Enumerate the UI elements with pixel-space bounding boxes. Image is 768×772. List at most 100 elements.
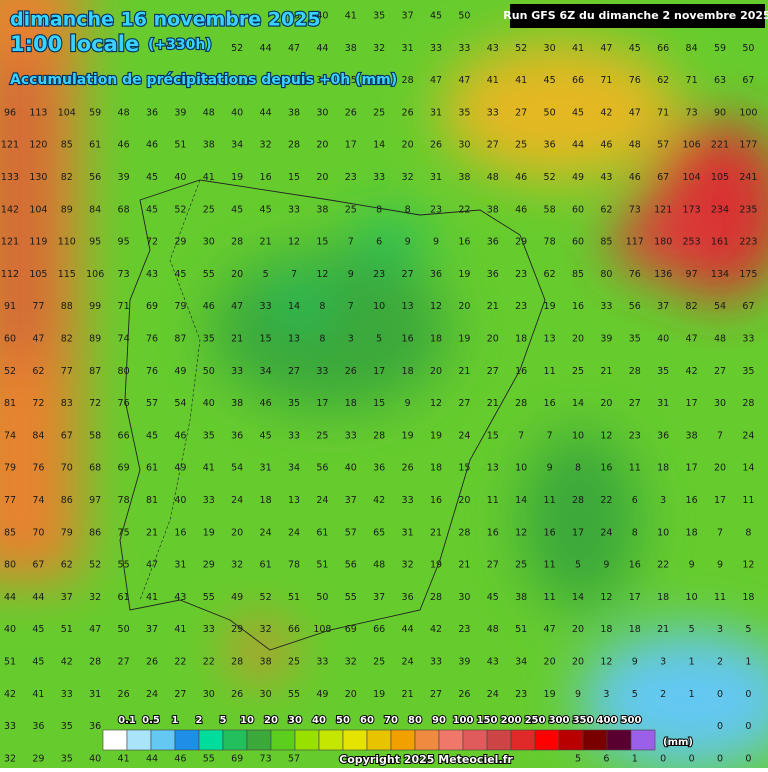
grid-value: 121 (654, 204, 672, 215)
grid-value: 27 (174, 689, 186, 700)
grid-value: 52 (231, 43, 243, 54)
legend-swatch (462, 729, 488, 751)
grid-value: 45 (260, 430, 272, 441)
grid-value: 67 (61, 430, 73, 441)
grid-value: 32 (89, 592, 101, 603)
grid-value: 235 (739, 204, 757, 215)
grid-value: 12 (316, 269, 328, 280)
border (139, 179, 201, 601)
grid-value: 46 (515, 204, 527, 215)
grid-value: 57 (657, 140, 669, 151)
grid-value: 46 (174, 430, 186, 441)
grid-value: 24 (402, 657, 414, 668)
grid-value: 11 (544, 366, 556, 377)
grid-value: 35 (316, 75, 328, 86)
grid-value: 67 (32, 560, 44, 571)
grid-value: 9 (632, 657, 638, 668)
grid-value: 20 (572, 624, 584, 635)
grid-value: 45 (174, 269, 186, 280)
grid-value: 18 (402, 366, 414, 377)
grid-value: 33 (316, 366, 328, 377)
grid-value: 18 (430, 334, 442, 345)
grid-value: 23 (515, 301, 527, 312)
grid-value: 69 (118, 463, 130, 474)
grid-value: 104 (683, 172, 701, 183)
grid-value: 23 (515, 269, 527, 280)
grid-value: 7 (348, 237, 354, 248)
grid-value: 60 (572, 237, 584, 248)
grid-value: 34 (515, 657, 527, 668)
grid-value: 84 (89, 204, 101, 215)
grid-value: 29 (231, 624, 243, 635)
grid-value: 31 (402, 527, 414, 538)
grid-value: 175 (739, 269, 757, 280)
grid-value: 48 (118, 107, 130, 118)
grid-value: 37 (61, 592, 73, 603)
grid-value: 38 (458, 172, 470, 183)
grid-value: 253 (683, 237, 701, 248)
legend-label: 60 (360, 715, 374, 726)
grid-value: 67 (742, 301, 754, 312)
grid-value: 11 (629, 463, 641, 474)
grid-value: 31 (174, 560, 186, 571)
grid-value: 115 (58, 269, 76, 280)
title: dimanche 16 novembre 2025 (10, 9, 321, 31)
legend-swatch (534, 729, 560, 751)
grid-value: 48 (487, 172, 499, 183)
grid-value: 18 (629, 624, 641, 635)
grid-value: 86 (61, 495, 73, 506)
grid-value: 106 (683, 140, 701, 151)
grid-value: 32 (402, 172, 414, 183)
grid-value: 136 (654, 269, 672, 280)
grid-value: 54 (231, 463, 243, 474)
grid-value: 55 (118, 560, 130, 571)
legend-swatch (246, 729, 272, 751)
grid-value: 45 (629, 43, 641, 54)
grid-value: 63 (714, 75, 726, 86)
grid-value: 21 (231, 334, 243, 345)
grid-value: 9 (603, 560, 609, 571)
grid-value: 11 (714, 592, 726, 603)
grid-value: 27 (458, 398, 470, 409)
grid-value: 44 (4, 592, 16, 603)
grid-value: 44 (316, 43, 328, 54)
grid-value: 10 (657, 527, 669, 538)
grid-value: 19 (402, 430, 414, 441)
grid-value: 28 (373, 430, 385, 441)
grid-value: 17 (714, 495, 726, 506)
grid-value: 8 (632, 527, 638, 538)
legend-swatch (198, 729, 224, 751)
grid-value: 51 (61, 624, 73, 635)
grid-value: 31 (430, 172, 442, 183)
grid-value: 96 (4, 107, 16, 118)
grid-value: 25 (288, 657, 300, 668)
grid-value: 20 (345, 689, 357, 700)
legend-label: 40 (312, 715, 326, 726)
grid-value: 47 (146, 560, 158, 571)
grid-value: 35 (742, 366, 754, 377)
grid-value: 35 (61, 753, 73, 764)
grid-value: 8 (575, 463, 581, 474)
grid-value: 47 (288, 43, 300, 54)
grid-value: 29 (203, 560, 215, 571)
grid-value: 42 (61, 657, 73, 668)
grid-value: 27 (487, 140, 499, 151)
grid-value: 91 (4, 301, 16, 312)
grid-value: 0 (717, 721, 723, 732)
grid-value: 9 (405, 237, 411, 248)
grid-value: 56 (629, 301, 641, 312)
grid-value: 31 (402, 43, 414, 54)
grid-value: 22 (657, 560, 669, 571)
grid-value: 85 (61, 140, 73, 151)
grid-value: 30 (203, 689, 215, 700)
grid-value: 45 (487, 592, 499, 603)
grid-value: 1 (632, 753, 638, 764)
grid-value: 20 (600, 398, 612, 409)
subtitle: Accumulation de précipitations depuis +0… (10, 72, 397, 88)
grid-value: 26 (402, 107, 414, 118)
grid-value: 49 (316, 689, 328, 700)
legend-label: 50 (336, 715, 350, 726)
grid-value: 50 (458, 11, 470, 22)
grid-value: 71 (118, 301, 130, 312)
grid-value: 38 (345, 43, 357, 54)
